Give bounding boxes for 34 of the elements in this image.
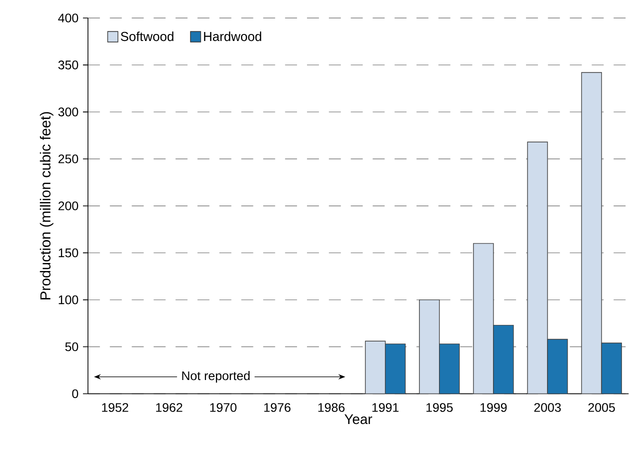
bar [581,72,602,394]
x-axis-title: Year [344,414,372,424]
x-tick-label: 2005 [588,403,615,412]
x-tick-label: 1976 [264,403,290,412]
x-tick-label: 2003 [534,403,561,412]
y-tick-label: 0 [72,389,78,398]
y-tick-label: 200 [58,202,78,210]
y-tick-label: 150 [58,248,78,258]
bar [439,344,460,394]
bar [493,324,514,394]
x-tick-label: 1952 [102,403,128,412]
x-tick-label: 1986 [318,403,345,412]
x-tick-label: 1962 [156,403,182,412]
annotation: Not reported [182,371,250,383]
bar [601,342,622,394]
bar [384,344,406,394]
x-tick-label: 1999 [480,403,507,412]
y-tick-label: 350 [58,60,78,70]
y-tick-label: 300 [58,108,78,116]
bar [419,300,440,394]
legend-label: Hardwood [204,32,262,42]
bar [547,339,568,394]
y-tick-label: 100 [58,296,78,304]
bar [364,340,386,394]
y-tick-label: 250 [58,154,78,164]
x-tick-label: 1970 [210,403,236,412]
bar [473,243,494,394]
legend-label: Softwood [120,32,174,42]
bar [527,142,548,394]
y-tick-label: 50 [65,342,78,352]
y-axis-title: Production (million cubic feet) [40,112,54,300]
x-tick-label: 1991 [372,403,399,412]
x-tick-label: 1995 [426,403,453,412]
y-tick-label: 400 [58,14,78,23]
